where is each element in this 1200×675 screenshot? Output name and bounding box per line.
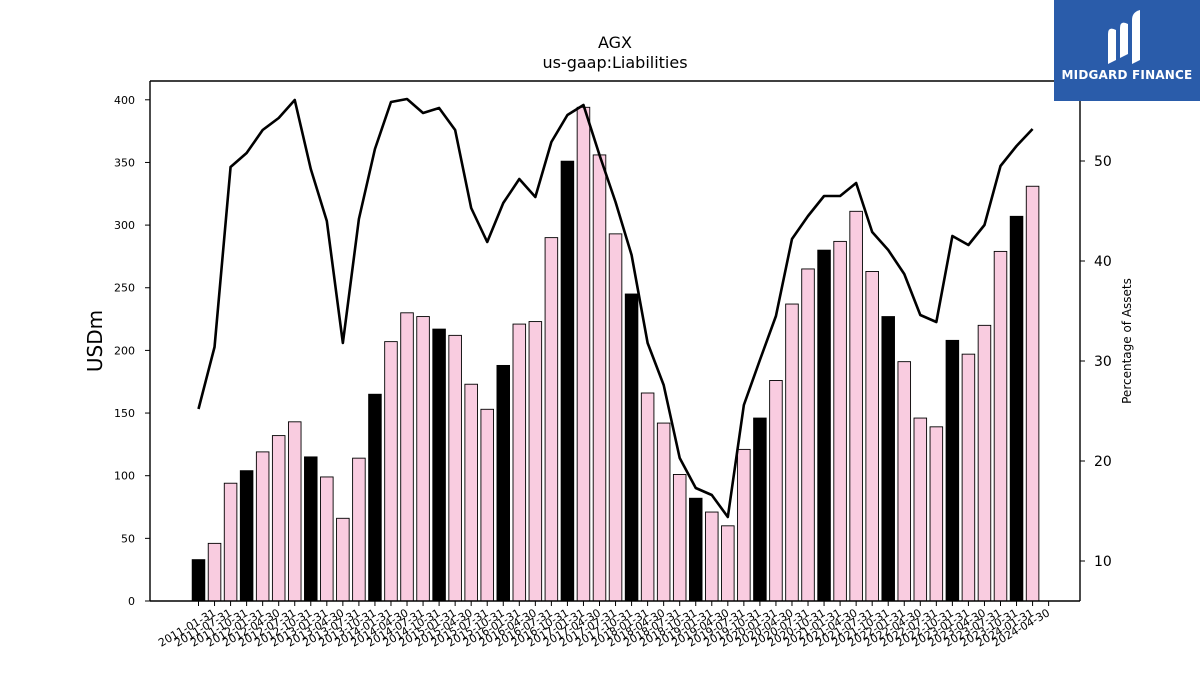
bar (737, 448, 751, 602)
y-tick-label: 50 (121, 532, 135, 545)
chart-title: AGX (598, 33, 632, 52)
bar (320, 476, 334, 602)
brand-name: MIDGARD FINANCE (1061, 68, 1193, 82)
bar (672, 474, 687, 602)
bar (496, 364, 511, 602)
bar (271, 435, 286, 602)
bar (560, 160, 575, 602)
bar (849, 210, 863, 602)
y2-tick-label: 10 (1094, 554, 1112, 570)
bar (239, 470, 254, 602)
bar (416, 316, 430, 602)
bar (464, 383, 478, 602)
bar (223, 482, 238, 602)
bar (640, 392, 655, 602)
bar (336, 517, 350, 602)
bar (544, 237, 559, 602)
bar (576, 106, 591, 602)
y-tick-label: 250 (114, 282, 135, 295)
y-tick-label: 200 (114, 344, 135, 357)
bar (304, 456, 318, 602)
bar (191, 559, 206, 602)
bar (432, 328, 446, 602)
bar (448, 334, 462, 602)
bar (512, 323, 527, 602)
bar (721, 525, 735, 602)
bar (656, 422, 671, 602)
y-axis-right-ticks: 10 20 30 40 50 (1080, 154, 1112, 570)
y-axis-label: USDm (83, 310, 107, 372)
x-axis-ticks: 2011-01-312011-07-312011-10-312012-01-31… (156, 601, 1052, 650)
axes (149, 80, 1081, 602)
brand-logo: MIDGARD FINANCE (1054, 0, 1200, 101)
y-tick-label: 350 (114, 156, 135, 169)
bar (207, 542, 222, 602)
midgard-logo-icon (1108, 10, 1140, 65)
y2-axis-label: Percentage of Assets (1120, 278, 1134, 404)
bar (833, 240, 847, 602)
bar (785, 303, 799, 602)
bar (368, 393, 382, 602)
bar (287, 421, 302, 602)
bar (769, 380, 783, 602)
bar (480, 408, 494, 602)
bar (753, 417, 767, 602)
line-series (197, 97, 1034, 519)
bar (624, 293, 639, 602)
bar (384, 341, 398, 602)
y-tick-label: 100 (114, 470, 135, 483)
bar (961, 353, 976, 602)
y2-tick-label: 50 (1094, 154, 1112, 170)
bar (993, 250, 1008, 602)
bar (1009, 215, 1024, 602)
bar (1025, 185, 1040, 602)
bar (865, 271, 879, 602)
y-tick-label: 150 (114, 407, 135, 420)
bar (897, 361, 912, 602)
bar (801, 268, 815, 602)
y-tick-label: 400 (114, 94, 135, 107)
y-tick-label: 300 (114, 219, 135, 232)
y-tick-label: 0 (128, 595, 135, 608)
chart-subtitle: us-gaap:Liabilities (542, 53, 687, 72)
y-axis-left-ticks: 0 50 100 150 200 250 300 350 400 (114, 94, 150, 608)
bar (528, 321, 543, 602)
bar (255, 451, 270, 602)
y2-tick-label: 20 (1094, 454, 1112, 470)
y2-tick-label: 40 (1094, 254, 1112, 270)
bar (977, 324, 992, 602)
bar (705, 511, 719, 602)
bar-series (191, 106, 1040, 602)
bar (592, 154, 607, 602)
bar (881, 316, 895, 602)
percentage-line (197, 97, 1034, 519)
bar (400, 312, 414, 602)
bar (913, 417, 928, 602)
bar (352, 457, 366, 602)
bar (608, 233, 623, 602)
bar (929, 426, 944, 602)
bar (945, 339, 960, 602)
bar (817, 249, 831, 602)
y2-tick-label: 30 (1094, 354, 1112, 370)
bar (688, 497, 703, 602)
